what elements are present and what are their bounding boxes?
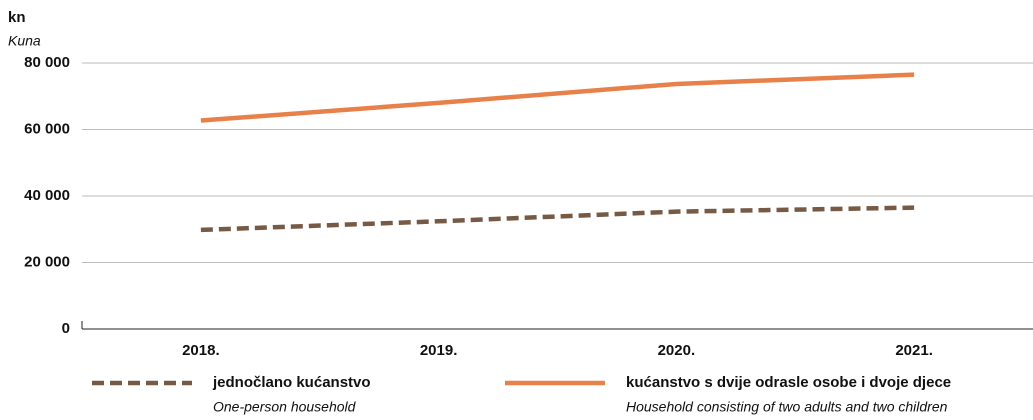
y-tick-label: 60 000 [24, 120, 70, 137]
x-tick-label: 2021. [895, 342, 933, 359]
y-tick-label: 20 000 [24, 253, 70, 270]
y-tick-label: 40 000 [24, 187, 70, 204]
legend-sublabel: Household consisting of two adults and t… [626, 399, 948, 415]
x-tick-label: 2020. [658, 342, 696, 359]
x-tick-label: 2018. [182, 342, 220, 359]
data-line [200, 72, 915, 123]
y-axis-label: kn [8, 9, 26, 26]
x-tick-label: 2019. [420, 342, 458, 359]
y-tick-label: 0 [62, 320, 70, 337]
y-tick-label: 80 000 [24, 54, 70, 71]
data-line [200, 205, 915, 233]
y-axis-sublabel: Kuna [8, 33, 41, 49]
legend-sublabel: One-person household [213, 399, 357, 415]
legend-label: kućanstvo s dvije odrasle osobe i dvoje … [626, 374, 951, 391]
legend-label: jednočlano kućanstvo [212, 374, 371, 391]
